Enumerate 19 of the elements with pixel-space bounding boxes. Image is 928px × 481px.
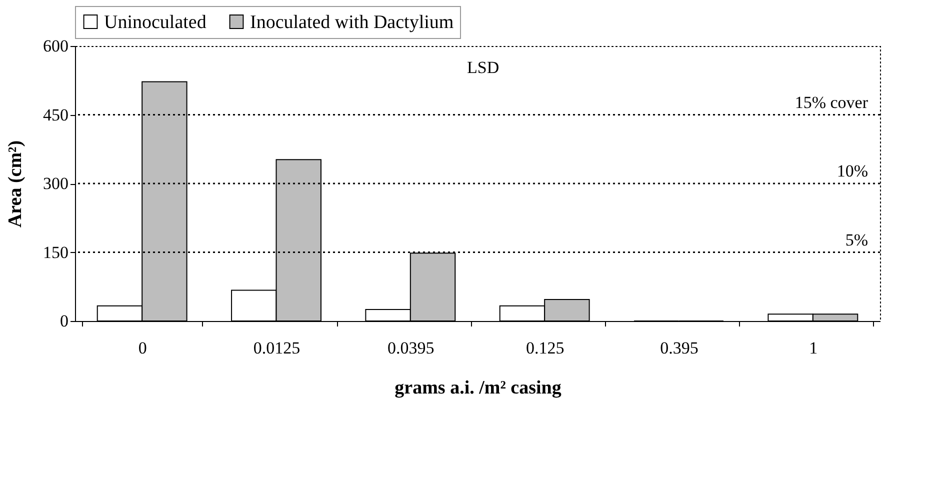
y-tick-label: 0: [60, 312, 68, 330]
y-axis-title: Area (cm²): [5, 140, 26, 228]
y-tick-label: 300: [43, 174, 68, 193]
x-tick-label: 0.125: [526, 338, 564, 358]
y-tick-label: 600: [43, 36, 68, 56]
x-tick-label: 0.0125: [253, 338, 300, 358]
x-tick-label: 0: [138, 338, 147, 358]
y-tick-label: 150: [43, 242, 68, 262]
legend-label: Inoculated with Dactylium: [250, 12, 454, 33]
x-axis-title: grams a.i. /m² casing: [394, 378, 562, 398]
annotation: 5%: [845, 230, 868, 250]
annotation: 15% cover: [794, 92, 868, 112]
x-tick-label: 0.395: [660, 338, 698, 358]
x-tick-label: 0.0395: [388, 338, 434, 358]
x-tick-label: 1: [809, 338, 818, 358]
annotation: LSD: [467, 58, 500, 77]
y-tick-label: 450: [43, 105, 68, 124]
legend-label: Uninoculated: [104, 12, 207, 33]
annotation: 10%: [836, 162, 868, 180]
